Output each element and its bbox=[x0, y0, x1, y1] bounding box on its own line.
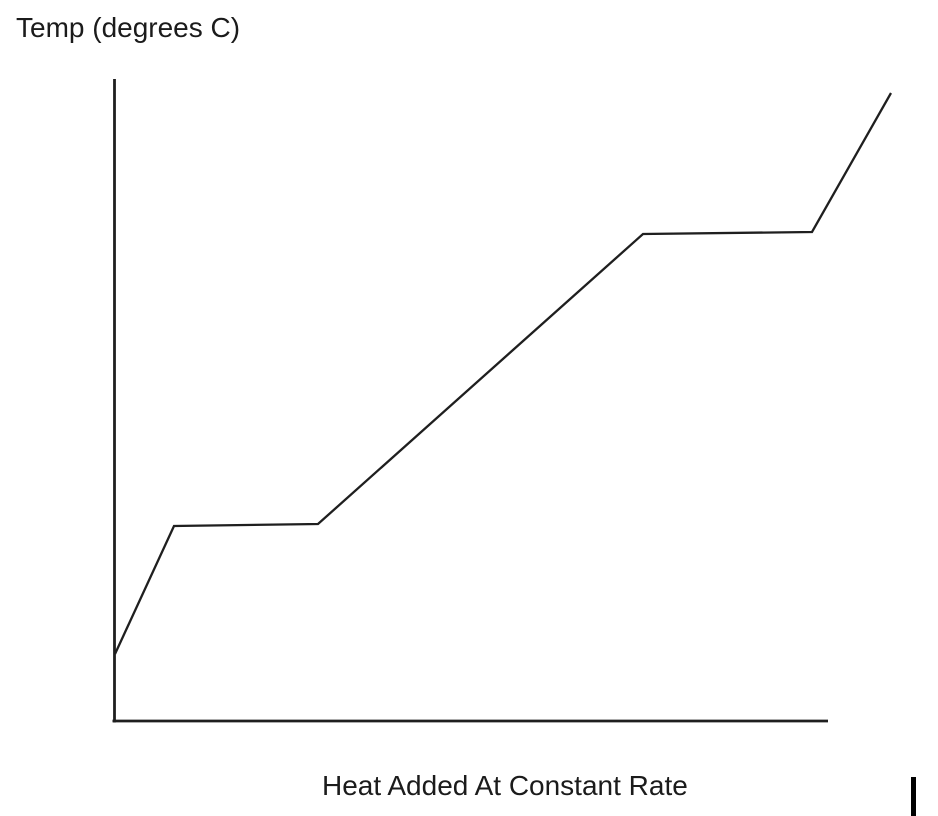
heating-curve-polyline bbox=[113, 92, 892, 655]
x-axis-label: Heat Added At Constant Rate bbox=[322, 770, 688, 801]
y-axis-label: Temp (degrees C) bbox=[16, 12, 241, 43]
text-cursor-caret bbox=[911, 777, 916, 816]
